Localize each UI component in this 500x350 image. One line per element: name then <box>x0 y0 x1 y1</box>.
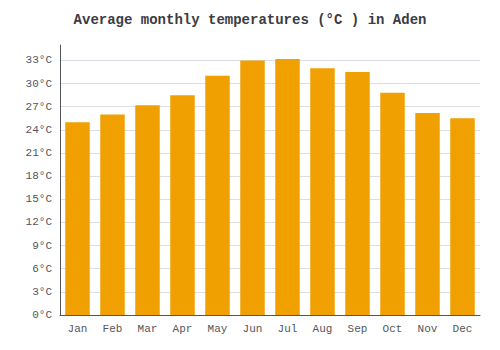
svg-text:12°C: 12°C <box>26 216 53 228</box>
svg-text:Dec: Dec <box>453 323 473 335</box>
svg-text:3°C: 3°C <box>32 286 52 298</box>
svg-text:Feb: Feb <box>103 323 123 335</box>
svg-text:18°C: 18°C <box>26 170 53 182</box>
svg-text:Mar: Mar <box>138 323 158 335</box>
svg-text:30°C: 30°C <box>26 78 53 90</box>
svg-text:Aug: Aug <box>313 323 333 335</box>
svg-text:Oct: Oct <box>383 323 403 335</box>
svg-text:May: May <box>208 323 228 335</box>
svg-text:33°C: 33°C <box>26 54 53 66</box>
svg-text:Nov: Nov <box>418 323 438 335</box>
svg-text:21°C: 21°C <box>26 147 53 159</box>
svg-text:Apr: Apr <box>173 323 193 335</box>
svg-text:Jan: Jan <box>68 323 88 335</box>
svg-text:27°C: 27°C <box>26 101 53 113</box>
svg-text:24°C: 24°C <box>26 124 53 136</box>
svg-text:0°C: 0°C <box>32 309 52 321</box>
svg-text:15°C: 15°C <box>26 193 53 205</box>
svg-text:Sep: Sep <box>348 323 368 335</box>
svg-text:Jul: Jul <box>278 323 298 335</box>
svg-text:6°C: 6°C <box>32 263 52 275</box>
svg-text:Jun: Jun <box>243 323 263 335</box>
svg-text:Average monthly temperatures (: Average monthly temperatures (°C ) in Ad… <box>74 12 427 28</box>
svg-text:9°C: 9°C <box>32 240 52 252</box>
